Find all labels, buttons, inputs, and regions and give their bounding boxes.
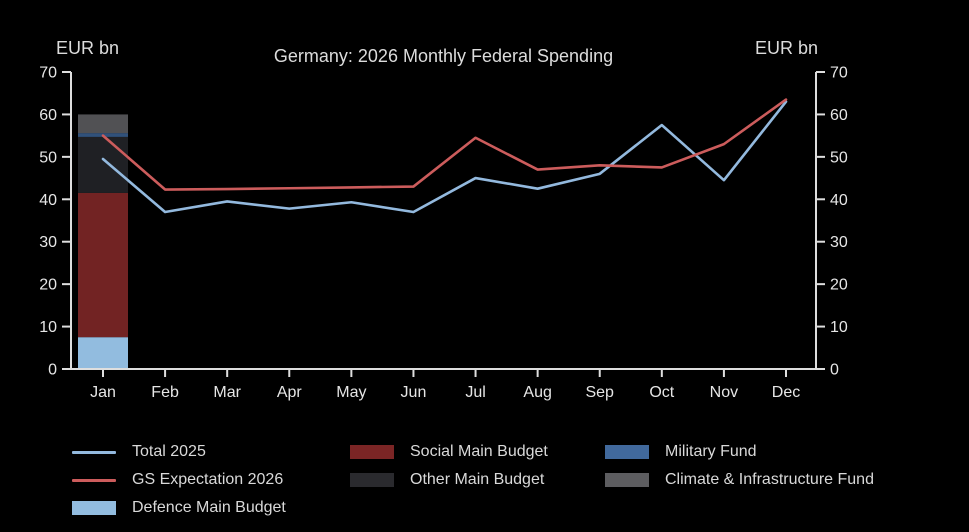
- legend-item: Total 2025: [72, 442, 286, 462]
- legend-label: Social Main Budget: [410, 443, 548, 460]
- left-axis-tick-label: 0: [48, 362, 57, 379]
- series-line: [101, 98, 788, 191]
- x-axis-month-label: Nov: [710, 384, 738, 401]
- legend-column: Social Main Budget Other Main Budget: [350, 442, 548, 490]
- x-axis-month-label: Oct: [649, 384, 674, 401]
- legend-swatch: [72, 501, 116, 515]
- right-axis-tick-label: 10: [830, 319, 848, 336]
- right-axis-tick-label: 30: [830, 234, 848, 251]
- bar-segment: [78, 337, 128, 369]
- right-axis-tick-label: 20: [830, 277, 848, 294]
- chart-canvas: 0 0 10 10 20 20 30 30 40 40 50 50 60 60 70 70 Jan Feb Mar A…: [39, 65, 848, 402]
- right-axis-unit-label: EUR bn: [755, 38, 819, 58]
- legend-column: Total 2025 GS Expectation 2026 Defence Mai…: [72, 442, 286, 518]
- right-axis-tick-label: 50: [830, 149, 848, 166]
- x-axis-month-label: Aug: [523, 384, 551, 401]
- x-axis-month-label: Jun: [401, 384, 427, 401]
- legend-swatch: [72, 450, 116, 454]
- legend-label: Defence Main Budget: [132, 499, 286, 516]
- left-axis-tick-label: 40: [39, 192, 57, 209]
- legend-label: Total 2025: [132, 443, 206, 460]
- legend-column: Military Fund Climate & Infrastructure Fu…: [605, 442, 874, 490]
- x-axis-month-label: Jul: [465, 384, 485, 401]
- left-axis-tick-label: 10: [39, 319, 57, 336]
- legend-swatch: [350, 473, 394, 487]
- legend-swatch: [350, 445, 394, 459]
- x-axis-month-label: Dec: [772, 384, 800, 401]
- right-axis-tick-label: 60: [830, 107, 848, 124]
- legend-item: Social Main Budget: [350, 442, 548, 462]
- legend-swatch: [72, 478, 116, 482]
- right-axis-tick-label: 0: [830, 362, 839, 379]
- legend-label: Climate & Infrastructure Fund: [665, 471, 874, 488]
- bar-segment: [78, 192, 128, 338]
- x-axis-month-label: Apr: [277, 384, 303, 401]
- x-axis-month-label: May: [336, 384, 366, 401]
- left-axis-unit-label: EUR bn: [56, 38, 120, 58]
- legend-swatch: [605, 473, 649, 487]
- chart-legend: Total 2025 GS Expectation 2026 Defence Mai…: [0, 436, 969, 532]
- legend-label: Military Fund: [665, 443, 757, 460]
- left-axis-tick-label: 50: [39, 149, 57, 166]
- x-axis-month-label: Feb: [151, 384, 179, 401]
- bar-segment: [78, 114, 128, 134]
- bar-segment: [78, 136, 128, 193]
- chart-title: Germany: 2026 Monthly Federal Spending: [273, 46, 614, 66]
- left-axis-tick-label: 70: [39, 65, 57, 82]
- legend-item: Climate & Infrastructure Fund: [605, 470, 874, 490]
- right-axis-tick-label: 70: [830, 65, 848, 82]
- x-axis-month-label: Sep: [585, 384, 614, 401]
- series-line: [101, 100, 788, 214]
- right-axis-tick-label: 40: [830, 192, 848, 209]
- left-axis-tick-label: 30: [39, 234, 57, 251]
- legend-item: Military Fund: [605, 442, 874, 462]
- legend-label: GS Expectation 2026: [132, 471, 284, 488]
- left-axis-tick-label: 20: [39, 277, 57, 294]
- legend-item: Defence Main Budget: [72, 498, 286, 518]
- legend-item: GS Expectation 2026: [72, 470, 286, 490]
- x-axis-month-label: Jan: [90, 384, 116, 401]
- left-axis-tick-label: 60: [39, 107, 57, 124]
- x-axis-month-label: Mar: [213, 384, 241, 401]
- legend-swatch: [605, 445, 649, 459]
- legend-label: Other Main Budget: [410, 471, 545, 488]
- legend-item: Other Main Budget: [350, 470, 548, 490]
